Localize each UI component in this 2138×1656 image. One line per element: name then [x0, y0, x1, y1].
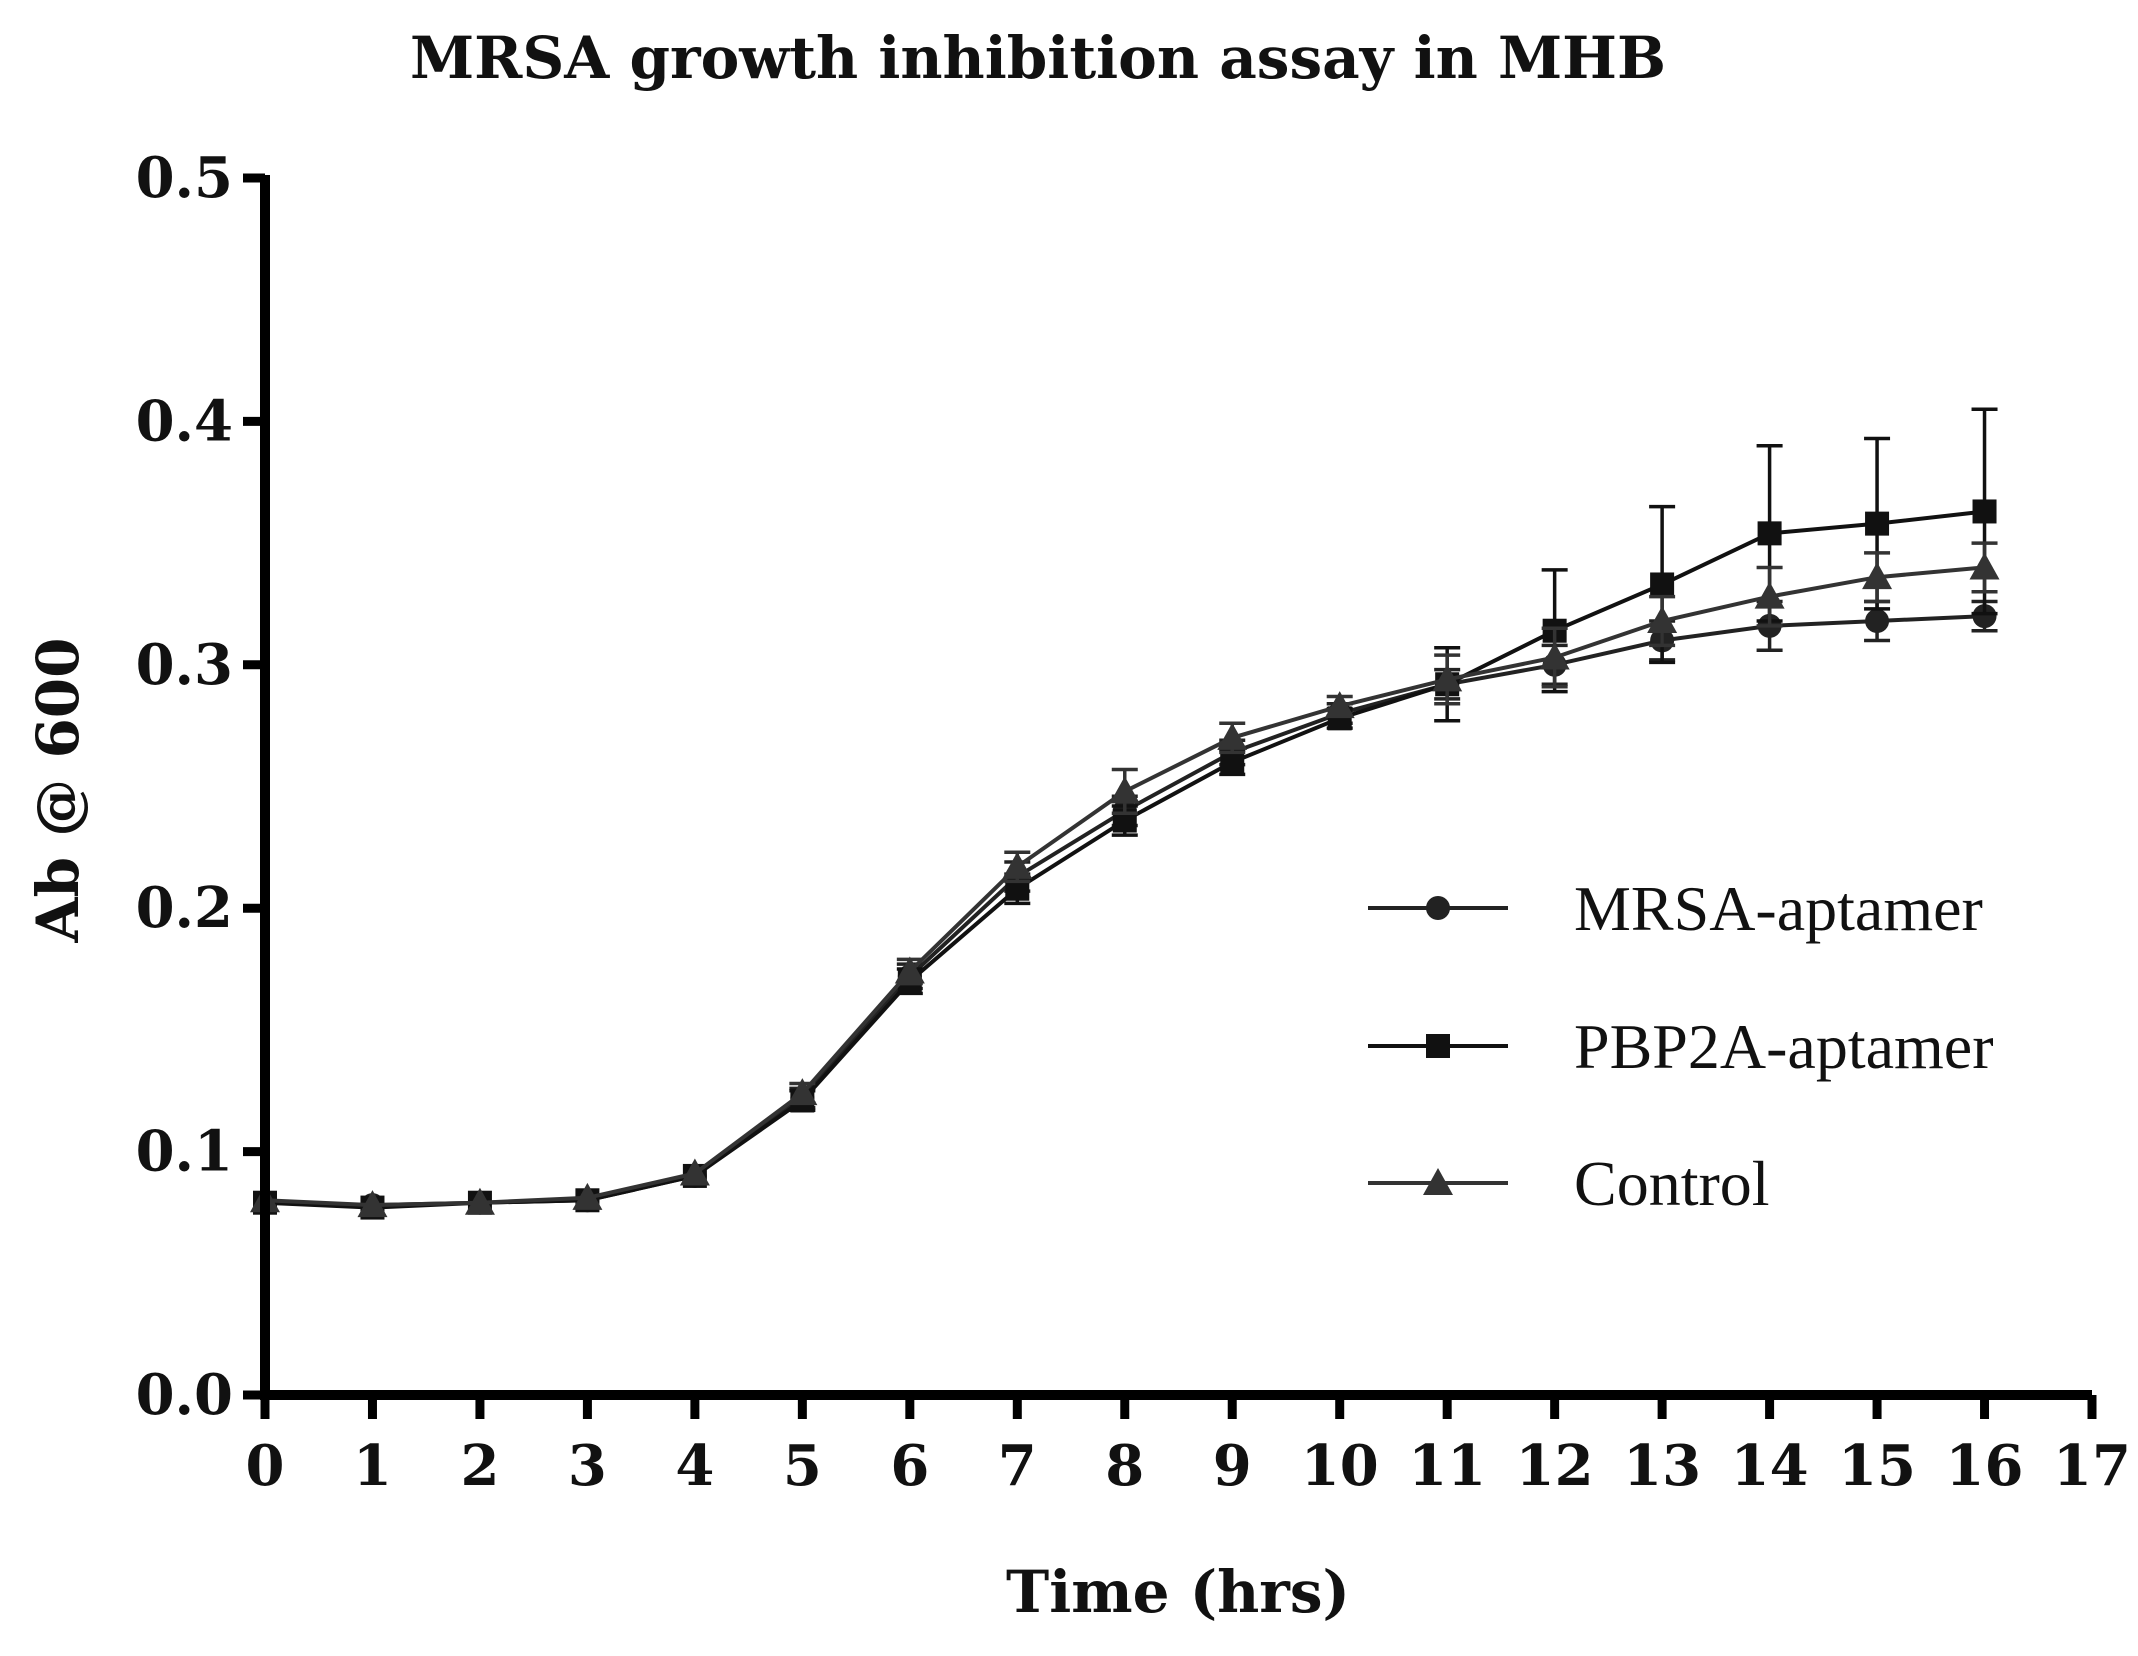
plot-area: 0.00.10.20.30.40.5 0 1 2 3 4 5 6 7 8 9 10 11 12 13 14 1… — [136, 145, 2131, 1499]
y-tick-label: 0.3 — [136, 632, 233, 698]
data-point-triangle — [1862, 562, 1893, 590]
series-control — [250, 541, 2000, 1218]
legend-item: PBP2A-aptamer — [1368, 1011, 1994, 1082]
data-point-triangle — [464, 1187, 495, 1215]
legend-label: MRSA-aptamer — [1574, 873, 1983, 944]
y-tick-label: 0.0 — [136, 1362, 233, 1428]
data-point-triangle — [1539, 642, 1570, 670]
y-ticks: 0.0 0.1 0.2 0.3 0.4 0.5 — [136, 145, 265, 1428]
x-tick-label: 1 — [353, 1433, 392, 1499]
y-tick-label: 0.4 — [136, 388, 233, 454]
data-point-triangle — [1324, 691, 1355, 719]
data-point-square — [1757, 521, 1782, 546]
data-point-circle — [1972, 604, 1997, 629]
data-point-triangle — [679, 1158, 710, 1186]
x-tick-label: 16 — [1946, 1433, 2024, 1499]
series-layer — [250, 407, 2000, 1220]
data-point-triangle — [1217, 722, 1248, 750]
legend-label: Control — [1574, 1148, 1770, 1219]
x-ticks: 0 1 2 3 4 5 6 7 8 9 10 11 12 13 14 15 16 17 — [246, 1395, 2131, 1499]
x-tick-label: 6 — [890, 1433, 929, 1499]
legend-label: PBP2A-aptamer — [1574, 1011, 1994, 1082]
data-point-triangle — [894, 956, 925, 984]
x-tick-label: 8 — [1105, 1433, 1144, 1499]
x-tick-label: 2 — [460, 1433, 499, 1499]
data-point-circle — [1865, 608, 1890, 633]
legend-item: MRSA-aptamer — [1368, 873, 1983, 944]
x-tick-label: 0 — [246, 1433, 285, 1499]
data-point-triangle — [1002, 851, 1033, 879]
data-point-square — [1650, 572, 1675, 597]
data-point-triangle — [357, 1190, 388, 1218]
data-point-triangle — [1432, 664, 1463, 692]
x-tick-label: 12 — [1516, 1433, 1594, 1499]
x-tick-label: 13 — [1623, 1433, 1701, 1499]
legend-marker-triangle — [1423, 1168, 1453, 1195]
x-tick-label: 17 — [2053, 1433, 2131, 1499]
x-tick-label: 11 — [1408, 1433, 1486, 1499]
series-line — [264, 509, 1985, 1210]
legend-marker-circle — [1426, 896, 1450, 920]
data-point-square — [1972, 499, 1997, 524]
x-tick-label: 9 — [1213, 1433, 1252, 1499]
data-point-triangle — [787, 1078, 818, 1106]
y-tick-label: 0.2 — [136, 875, 233, 941]
x-tick-label: 15 — [1838, 1433, 1916, 1499]
data-point-triangle — [572, 1182, 603, 1210]
x-tick-label: 4 — [675, 1433, 714, 1499]
x-tick-label: 5 — [783, 1433, 822, 1499]
y-tick-label: 0.5 — [136, 145, 233, 211]
x-tick-label: 14 — [1731, 1433, 1809, 1499]
data-point-triangle — [1969, 552, 2000, 580]
chart-title: MRSA growth inhibition assay in MHB — [410, 24, 1666, 92]
data-point-triangle — [1754, 581, 1785, 609]
legend-item: Control — [1368, 1148, 1770, 1219]
x-tick-label: 3 — [568, 1433, 607, 1499]
y-axis-label: Ab @ 600 — [24, 637, 92, 943]
data-point-triangle — [1109, 776, 1140, 804]
x-axis-label: Time (hrs) — [1006, 1558, 1350, 1626]
legend: MRSA-aptamer PBP2A-aptamer Control — [1368, 873, 1994, 1219]
y-tick-label: 0.1 — [136, 1119, 233, 1185]
data-point-square — [1865, 511, 1890, 536]
x-tick-label: 7 — [998, 1433, 1037, 1499]
x-tick-label: 10 — [1301, 1433, 1379, 1499]
legend-marker-square — [1426, 1034, 1450, 1058]
data-point-triangle — [1647, 605, 1678, 633]
